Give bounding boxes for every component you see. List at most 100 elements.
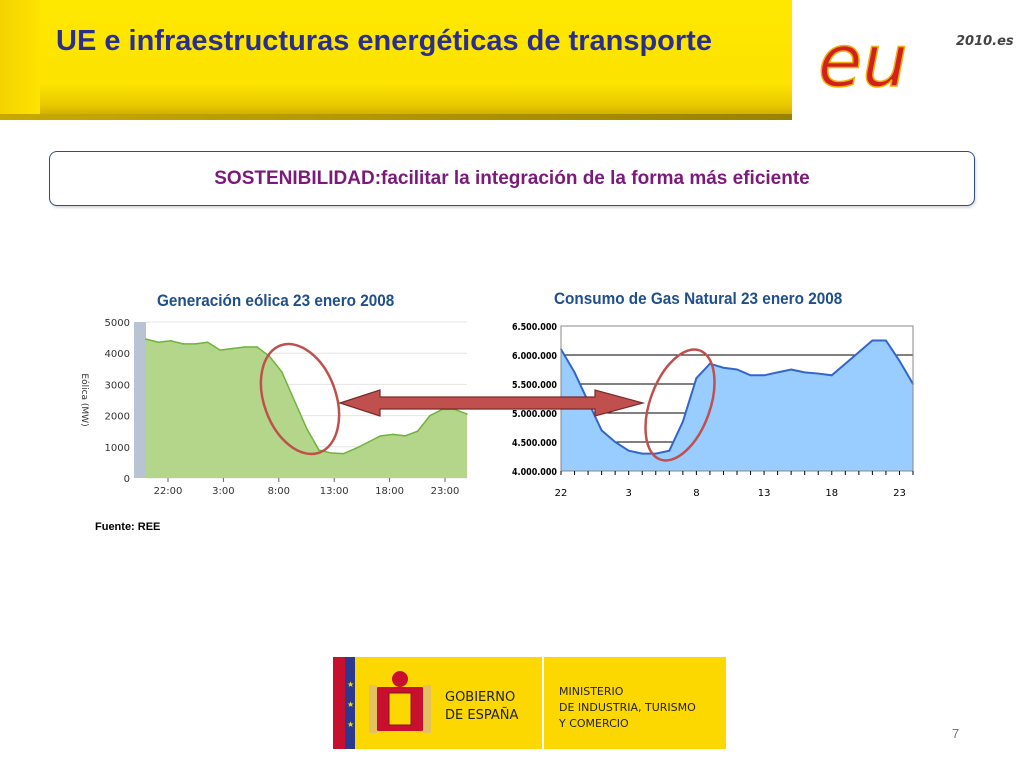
gas-point [830, 374, 833, 377]
wind-point [157, 341, 160, 344]
gas-point [695, 377, 698, 379]
wind-point [243, 346, 246, 348]
gas-point [709, 362, 711, 365]
svg-text:MINISTERIO: MINISTERIO [559, 685, 624, 698]
y-tick-label: 0 [124, 474, 130, 485]
coat-of-arms-icon [369, 671, 431, 733]
x-tick-label: 22 [555, 488, 568, 499]
x-tick-label: 22:00 [154, 486, 183, 497]
wind-point [206, 341, 209, 344]
eu2010-logo: eu [818, 24, 909, 96]
gas-point [573, 371, 576, 374]
wind-area [146, 339, 467, 478]
wind-point [453, 408, 456, 411]
gas-point [654, 452, 657, 455]
wind-point [318, 449, 320, 451]
wind-point [466, 413, 468, 415]
y-tick-label: 5000 [105, 318, 130, 329]
wind-point [367, 441, 370, 443]
y-tick-label: 4.000.000 [512, 467, 557, 478]
y-tick-label: 5.000.000 [512, 409, 557, 420]
gas-point [803, 371, 806, 374]
wind-point [342, 452, 345, 455]
wind-point [392, 433, 394, 436]
wind-point [293, 399, 295, 401]
gas-point [614, 441, 616, 443]
gas-point [763, 374, 765, 377]
x-tick-label: 8:00 [268, 486, 290, 497]
wind-point [416, 430, 419, 432]
y-axis-label: Eólica (MW) [79, 373, 90, 426]
logo-year: 2010.es [956, 34, 1014, 49]
wind-point [231, 347, 234, 350]
wind-point [429, 414, 431, 417]
wind-point [305, 427, 308, 429]
gas-point [627, 449, 630, 452]
y-tick-label: 6.500.000 [512, 322, 557, 333]
wind-point [441, 408, 444, 411]
wind-point [182, 343, 184, 345]
gas-point [871, 339, 874, 342]
svg-text:GOBIERNO: GOBIERNO [445, 690, 515, 705]
wind-point [169, 339, 172, 342]
y-tick-label: 5.500.000 [512, 380, 557, 391]
gas-point [682, 420, 684, 423]
banner-value: facilitar la integración de la forma más… [381, 167, 810, 189]
gas-point [641, 452, 644, 455]
wind-point [145, 338, 147, 340]
x-tick-label: 18 [825, 488, 838, 499]
y-tick-label: 1000 [105, 443, 130, 454]
x-tick-label: 3 [626, 488, 632, 499]
banner-key: SOSTENIBILIDAD: [214, 167, 382, 189]
wind-point [379, 435, 382, 437]
y-tick-label: 2000 [105, 412, 130, 423]
y-tick-label: 4.500.000 [512, 438, 557, 449]
gobierno-logo: ★ ★ ★ GOBIERNO DE ESPAÑA MINISTERIO DE I… [333, 657, 726, 749]
gas-point [898, 360, 901, 362]
gas-point [587, 400, 589, 403]
wind-point [268, 355, 271, 358]
y-tick-label: 6.000.000 [512, 351, 557, 362]
x-tick-label: 18:00 [375, 486, 404, 497]
page-number: 7 [952, 726, 960, 741]
wind-point [404, 435, 407, 437]
gas-point [817, 372, 820, 375]
x-tick-label: 23:00 [431, 486, 460, 497]
gas-point [736, 368, 738, 371]
svg-text:DE ESPAÑA: DE ESPAÑA [445, 707, 518, 723]
gas-point [790, 368, 792, 371]
wind-chart: 0 1000 2000 3000 4000 5000 22:00 3:00 8:00 13:00 1… [79, 318, 468, 497]
svg-text:Y COMERCIO: Y COMERCIO [558, 717, 629, 730]
gas-area [561, 340, 913, 471]
eu-logo-text: eu [818, 24, 908, 96]
gas-point [668, 449, 671, 452]
header-band [0, 0, 792, 120]
gas-point [844, 362, 847, 365]
x-tick-label: 8 [693, 488, 699, 499]
gas-point [776, 371, 779, 374]
gas-chart-title: Consumo de Gas Natural 23 enero 2008 [554, 289, 843, 308]
slide-title: UE e infraestructuras energéticas de tra… [56, 25, 712, 57]
x-tick-label: 23 [893, 488, 906, 499]
wind-chart-title: Generación eólica 23 enero 2008 [157, 291, 395, 310]
wind-point [194, 343, 197, 345]
wind-point [256, 346, 258, 348]
x-tick-label: 3:00 [212, 486, 234, 497]
y-tick-label: 3000 [105, 380, 130, 391]
x-tick-label: 13 [758, 488, 771, 499]
wind-point [281, 371, 283, 373]
gas-point [885, 339, 887, 342]
gas-point [749, 374, 752, 377]
plot-left-band [134, 322, 146, 478]
gas-chart: 4.000.000 4.500.000 5.000.000 5.500.000 6.00… [512, 322, 914, 499]
x-tick-label: 13:00 [320, 486, 349, 497]
svg-text:DE INDUSTRIA, TURISMO: DE INDUSTRIA, TURISMO [559, 701, 696, 714]
header-shade [0, 0, 40, 120]
svg-text:★: ★ [347, 720, 354, 729]
source-note: Fuente: REE [95, 521, 161, 533]
wind-point [219, 349, 221, 351]
svg-text:★: ★ [347, 700, 354, 709]
gas-point [722, 366, 725, 369]
wind-point [355, 447, 357, 450]
gas-point [858, 351, 860, 353]
